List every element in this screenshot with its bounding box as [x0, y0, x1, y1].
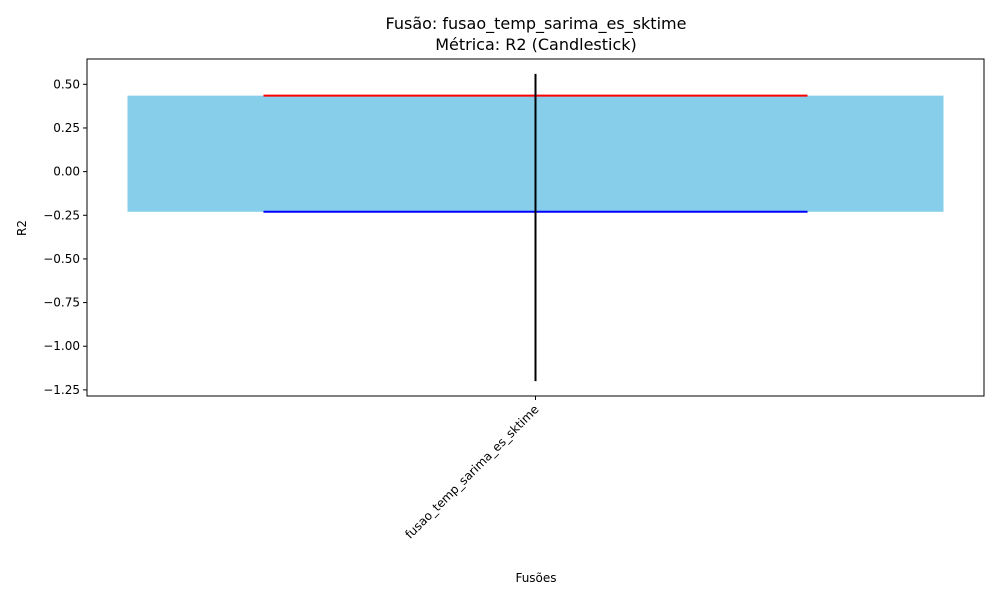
y-axis-label: R2 — [15, 220, 29, 236]
y-tick-label: 0.50 — [53, 77, 80, 91]
plot-area: 0.50 0.25 0.00 −0.25 −0.50 −0.75 −1.00 −1.25 fus… — [43, 58, 985, 542]
y-tick-label: −0.75 — [43, 296, 80, 310]
chart-subtitle: Métrica: R2 (Candlestick) — [435, 35, 637, 54]
y-tick-label: −0.25 — [43, 208, 80, 222]
y-tick-label: 0.00 — [53, 165, 80, 179]
y-tick-label: −1.25 — [43, 383, 80, 397]
y-tick-label: −0.50 — [43, 252, 80, 266]
chart-title: Fusão: fusao_temp_sarima_es_sktime — [386, 14, 687, 34]
y-tick-label: 0.25 — [53, 121, 80, 135]
x-tick-label: fusao_temp_sarima_es_sktime — [402, 402, 541, 541]
y-tick-label: −1.00 — [43, 339, 80, 353]
x-axis-label: Fusões — [515, 571, 556, 585]
